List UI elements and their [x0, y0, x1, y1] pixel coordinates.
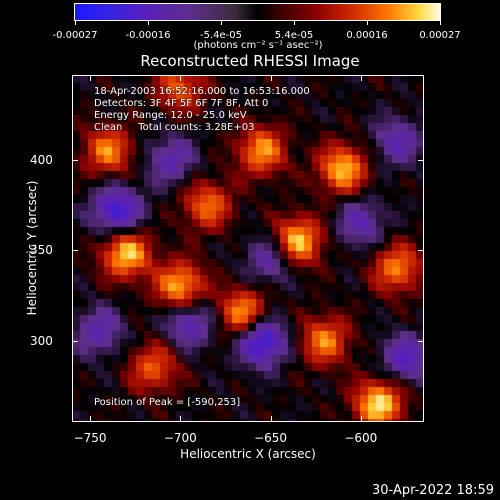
- x-tick-mark: [180, 416, 182, 422]
- chart-title: Reconstructed RHESSI Image: [140, 52, 360, 70]
- colorbar-tick-label: 5.4e-05: [274, 30, 314, 41]
- x-tick-mark: [270, 75, 272, 81]
- y-tick-mark: [418, 159, 424, 161]
- x-tick-mark: [360, 416, 362, 422]
- colorbar-tick-mark: [148, 20, 149, 25]
- colorbar-tick-label: -0.00027: [52, 30, 98, 41]
- colorbar-tick-mark: [294, 20, 295, 25]
- x-tick-label: −750: [73, 431, 107, 445]
- annotation-energy-range: Energy Range: 12.0 - 25.0 keV: [94, 110, 247, 121]
- x-tick-mark: [90, 75, 92, 81]
- y-tick-label: 350: [30, 243, 53, 258]
- x-tick-mark: [360, 75, 362, 81]
- y-tick-label: 400: [30, 152, 53, 167]
- y-tick-mark: [72, 340, 78, 342]
- x-axis-label: Heliocentric X (arcsec): [180, 447, 316, 461]
- x-tick-label: −600: [344, 431, 378, 445]
- annotation-clean-counts: Clean Total counts: 3.28E+03: [94, 122, 255, 133]
- y-tick-mark: [72, 159, 78, 161]
- annotation-peak-position: Position of Peak = [-590,253]: [94, 397, 241, 408]
- colorbar-tick-mark: [440, 20, 441, 25]
- x-tick-mark: [90, 416, 92, 422]
- colorbar-tick-label: -5.4e-05: [200, 30, 242, 41]
- colorbar-tick-label: -0.00016: [125, 30, 171, 41]
- y-axis-label: Heliocentric Y (arcsec): [25, 180, 39, 316]
- annotation-detectors: Detectors: 3F 4F 5F 6F 7F 8F, Att 0: [94, 98, 269, 109]
- colorbar-tick-mark: [75, 20, 76, 25]
- y-tick-mark: [418, 250, 424, 252]
- colorbar-tick-label: 0.00016: [346, 30, 388, 41]
- colorbar-unit-label: (photons cm⁻² s⁻¹ asec⁻²): [193, 40, 323, 51]
- y-tick-mark: [418, 340, 424, 342]
- y-tick-label: 300: [30, 333, 53, 348]
- x-tick-mark: [270, 416, 272, 422]
- annotation-time-range: 18-Apr-2003 16:52:16.000 to 16:53:16.000: [94, 86, 310, 97]
- y-tick-mark: [72, 250, 78, 252]
- colorbar-tick-label: 0.00027: [419, 30, 461, 41]
- heatmap-image: [72, 75, 424, 422]
- colorbar-tick-mark: [367, 20, 368, 25]
- x-tick-label: −650: [254, 431, 288, 445]
- x-tick-label: −700: [163, 431, 197, 445]
- colorbar-tick-mark: [221, 20, 222, 25]
- colorbar: [74, 3, 441, 21]
- x-tick-mark: [180, 75, 182, 81]
- footer-timestamp: 30-Apr-2022 18:59: [372, 483, 494, 498]
